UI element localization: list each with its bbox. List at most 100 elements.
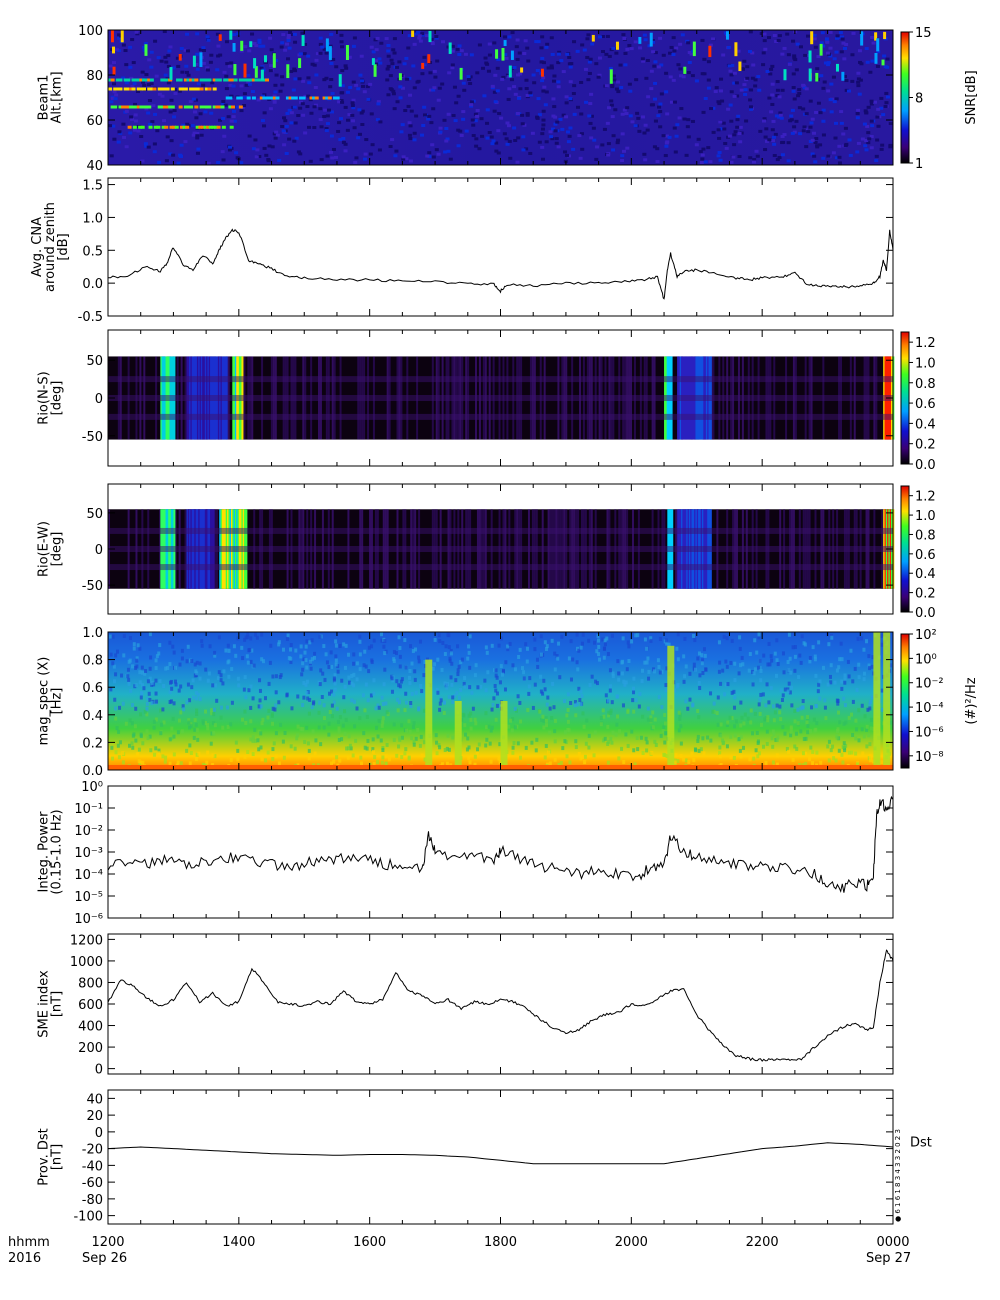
- beam1-speckle: [644, 76, 649, 80]
- magspec-pixel: [783, 731, 787, 736]
- beam1-speckle: [730, 63, 735, 67]
- magspec-pixel: [553, 729, 557, 734]
- magspec-pixel: [733, 678, 737, 683]
- rio_ew-ylabel: Rio(E-W): [37, 521, 52, 577]
- beam1-speckle: [620, 159, 625, 163]
- beam1-speckle: [148, 122, 153, 126]
- rio_ew-colorbar: [900, 485, 910, 613]
- magspec-pixel: [451, 735, 455, 740]
- beam1-speckle: [801, 129, 806, 133]
- beam1-speckle: [216, 44, 221, 48]
- beam1-echo-streak: [411, 30, 415, 37]
- magspec-pixel: [633, 762, 637, 767]
- beam1-speckle: [834, 121, 839, 125]
- magspec-pixel: [355, 706, 359, 711]
- magspec-pixel: [632, 690, 636, 695]
- beam1-colorbar-title: SNR[dB]: [964, 70, 979, 124]
- beam1-echo-layer-cell: [257, 78, 262, 82]
- magspec-pixel: [692, 633, 696, 638]
- magspec-pixel: [321, 671, 325, 676]
- beam1-speckle: [157, 160, 162, 164]
- beam1-echo-layer-cell: [183, 87, 188, 91]
- magspec-pixel: [855, 727, 859, 732]
- magspec-pixel: [513, 706, 517, 711]
- beam1-speckle: [242, 92, 247, 96]
- beam1-speckle: [772, 142, 777, 146]
- magspec-pixel: [697, 748, 701, 753]
- beam1-speckle: [450, 63, 455, 67]
- magspec-pixel: [799, 729, 803, 734]
- beam1-speckle: [774, 114, 779, 118]
- beam1-speckle: [412, 42, 417, 46]
- magspec-pixel: [492, 696, 496, 701]
- magspec-pixel: [766, 718, 770, 723]
- magspec-enhancement-band: [425, 659, 433, 770]
- magspec-pixel: [511, 745, 515, 750]
- beam1-speckle: [561, 113, 566, 117]
- magspec-pixel: [369, 693, 373, 698]
- magspec-pixel: [624, 680, 628, 685]
- beam1-echo-streak: [253, 58, 257, 69]
- beam1-speckle: [293, 121, 298, 125]
- magspec-pixel: [778, 710, 782, 715]
- magspec-pixel: [539, 674, 543, 679]
- magspec-pixel: [396, 708, 400, 713]
- magspec-pixel: [253, 727, 257, 732]
- beam1-echo-layer-cell: [136, 87, 141, 91]
- magspec-pixel: [229, 758, 233, 763]
- magspec-pixel: [518, 755, 522, 760]
- magspec-pixel: [497, 703, 501, 708]
- beam1-speckle: [408, 124, 413, 128]
- beam1-speckle: [624, 112, 629, 116]
- magspec-pixel: [602, 714, 606, 719]
- magspec-pixel: [510, 728, 514, 733]
- beam1-speckle: [590, 42, 595, 46]
- magspec-pixel: [117, 729, 121, 734]
- beam1-speckle: [502, 35, 507, 39]
- magspec-pixel: [701, 658, 705, 663]
- beam1-echo-streak: [591, 34, 595, 42]
- magspec-pixel: [860, 636, 864, 641]
- magspec-pixel: [468, 634, 472, 639]
- magspec-pixel: [847, 674, 851, 679]
- beam1-speckle: [485, 108, 490, 112]
- beam1-echo-streak: [819, 43, 823, 56]
- magspec-pixel: [194, 757, 198, 762]
- beam1-speckle: [625, 146, 630, 150]
- magspec-pixel: [437, 742, 441, 747]
- magspec-pixel: [818, 679, 822, 684]
- magspec-pixel: [862, 677, 866, 682]
- beam1-echo-layer-cell: [238, 96, 243, 100]
- beam1-echo-layer-cell: [136, 105, 141, 109]
- beam1-speckle: [343, 142, 348, 146]
- beam1-echo-layer-cell: [123, 78, 128, 82]
- magspec-pixel: [621, 703, 625, 708]
- magspec-pixel: [725, 722, 729, 727]
- magspec-pixel: [271, 674, 275, 679]
- magspec-pixel: [358, 652, 362, 657]
- beam1-echo-layer-cell: [121, 105, 126, 109]
- magspec-pixel: [509, 718, 513, 723]
- beam1-speckle: [729, 160, 734, 164]
- magspec-pixel: [673, 760, 677, 765]
- beam1-speckle: [882, 54, 887, 58]
- magspec-pixel: [732, 689, 736, 694]
- magspec-pixel: [161, 707, 165, 712]
- magspec-pixel: [312, 655, 316, 660]
- beam1-speckle: [589, 92, 594, 96]
- magspec-pixel: [830, 635, 834, 640]
- beam1-speckle: [154, 74, 159, 78]
- beam1-speckle: [229, 94, 234, 98]
- magspec-pixel: [260, 632, 264, 637]
- beam1-speckle: [762, 117, 767, 121]
- beam1-speckle: [841, 132, 846, 136]
- beam1-speckle: [386, 64, 391, 68]
- magspec-pixel: [473, 754, 477, 759]
- beam1-speckle: [592, 138, 597, 142]
- magspec-pixel: [249, 737, 253, 742]
- magspec-pixel: [330, 664, 334, 669]
- beam1-speckle: [615, 141, 620, 145]
- magspec-pixel: [684, 664, 688, 669]
- magspec-pixel: [732, 705, 736, 710]
- magspec-pixel: [802, 737, 806, 742]
